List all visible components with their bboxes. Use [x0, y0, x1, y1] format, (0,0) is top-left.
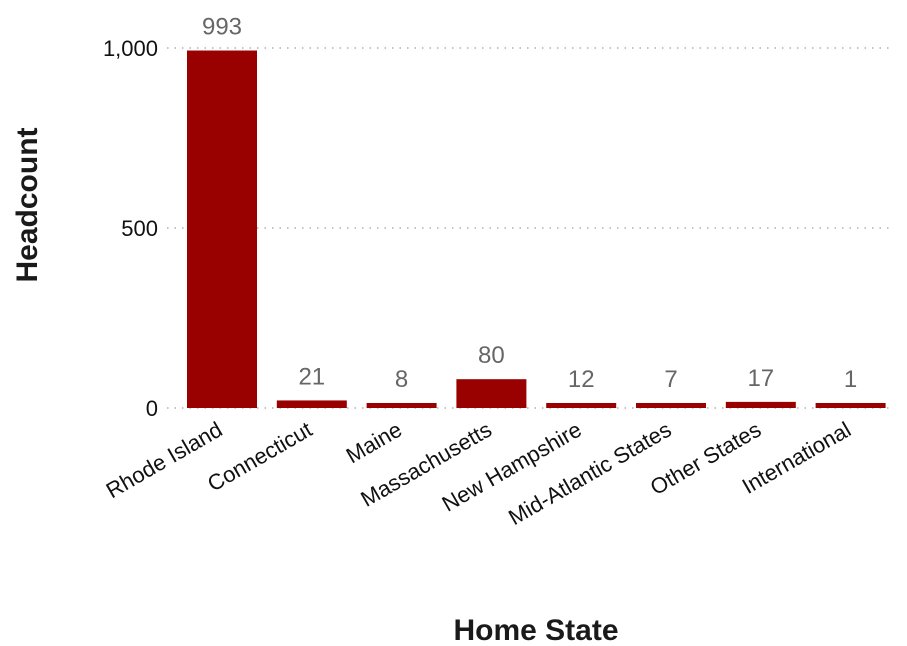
data-labels: 993 21 8 80 12 7 17 1: [202, 14, 857, 393]
x-tick-label: Mid-Atlantic States: [504, 417, 675, 530]
data-label: 17: [747, 365, 774, 392]
bar: [725, 401, 796, 408]
bar: [456, 379, 527, 408]
bar: [815, 403, 886, 408]
data-label: 993: [202, 14, 242, 41]
y-axis-title: Headcount: [11, 127, 44, 282]
bar: [276, 400, 347, 408]
data-label: 8: [395, 366, 408, 393]
data-label: 1: [844, 366, 857, 393]
data-label: 21: [298, 363, 325, 390]
y-tick-label: 0: [146, 396, 158, 421]
y-tick-label: 1,000: [103, 36, 158, 61]
data-label: 80: [478, 342, 505, 369]
y-axis-ticks: 0 500 1,000: [103, 36, 158, 421]
data-label: 12: [568, 366, 595, 393]
bar: [187, 50, 257, 409]
gridlines: [167, 47, 890, 409]
bar: [366, 403, 437, 408]
y-tick-label: 500: [121, 216, 158, 241]
x-tick-label: Maine: [342, 417, 406, 469]
x-tick-label: Rhode Island: [102, 417, 227, 503]
bar: [546, 403, 617, 408]
bars: [187, 50, 886, 409]
x-axis-title: Home State: [453, 614, 618, 646]
data-label: 7: [664, 366, 677, 393]
bar: [636, 403, 706, 408]
